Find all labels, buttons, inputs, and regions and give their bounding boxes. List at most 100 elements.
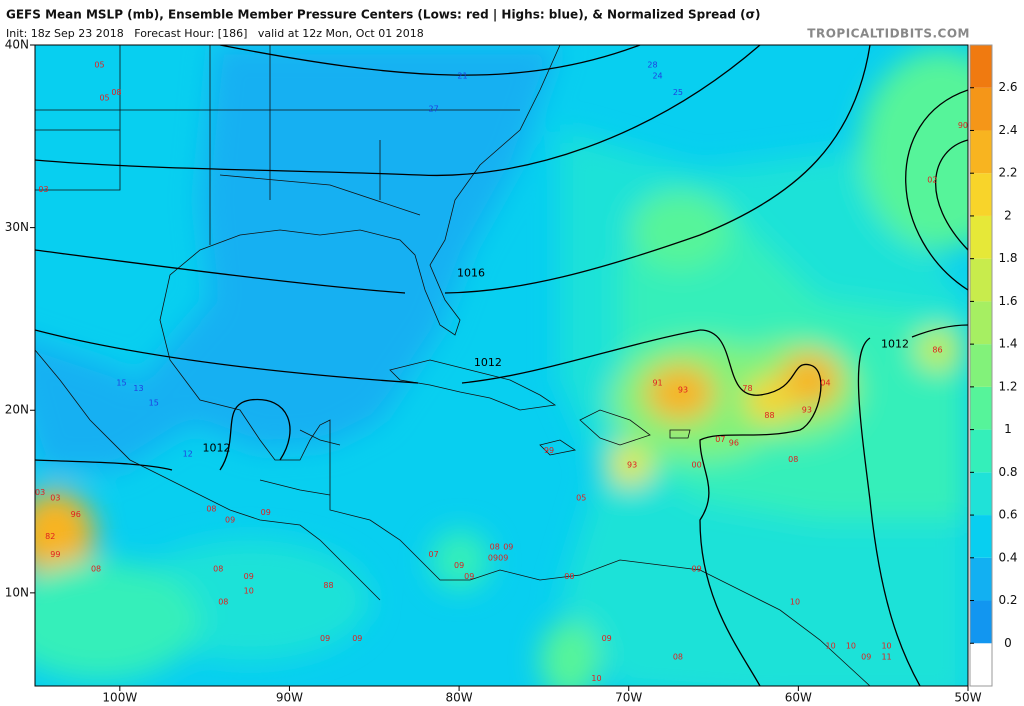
colorbar-band xyxy=(970,472,992,516)
low-center: 08 xyxy=(206,504,216,513)
site-name: TROPICALTIDBITS.COM xyxy=(807,27,970,41)
colorbar-band xyxy=(970,344,992,387)
isobar-label: 1012 xyxy=(881,337,909,350)
y-tick-label: 30N xyxy=(5,220,29,234)
low-center: 03 xyxy=(50,493,60,502)
title: GEFS Mean MSLP (mb), Ensemble Member Pre… xyxy=(6,8,760,22)
low-center: 10 xyxy=(244,587,254,596)
colorbar-band xyxy=(970,301,992,345)
colorbar-label: 0 xyxy=(1004,636,1012,650)
low-center: 05 xyxy=(576,493,586,502)
colorbar-label: 2 xyxy=(1004,208,1012,222)
y-tick-label: 40N xyxy=(5,38,29,52)
low-center: 09 xyxy=(454,561,464,570)
isobar-label: 1016 xyxy=(457,266,485,279)
x-tick-label: 60W xyxy=(785,691,812,705)
high-center: 12 xyxy=(183,450,193,459)
colorbar-frame xyxy=(969,44,993,687)
low-center: 09 xyxy=(352,634,362,643)
low-center: 78 xyxy=(742,384,752,393)
low-center: 09 xyxy=(691,565,701,574)
low-center: 09 xyxy=(320,634,330,643)
colorbar-label: 1.2 xyxy=(998,379,1017,393)
colorbar-band xyxy=(970,258,992,302)
low-center: 93 xyxy=(627,461,637,470)
isobar-label: 1012 xyxy=(203,442,231,455)
low-center: 10 xyxy=(826,641,836,650)
low-center: 08 xyxy=(218,597,228,606)
colorbar-label: 2.4 xyxy=(998,123,1017,137)
subtitle: Init: 18z Sep 23 2018 Forecast Hour: [18… xyxy=(6,27,424,40)
low-center: 03 xyxy=(35,488,45,497)
low-center: 05 xyxy=(99,93,109,102)
low-center: 08 xyxy=(788,455,798,464)
low-center: 0909 xyxy=(488,554,508,563)
high-center: 24 xyxy=(652,72,662,81)
x-tick-label: 90W xyxy=(276,691,303,705)
low-center: 09 xyxy=(244,572,254,581)
colorbar-band xyxy=(970,386,992,430)
low-center: 05 xyxy=(94,61,104,70)
x-tick-label: 50W xyxy=(954,691,981,705)
low-center: 09 xyxy=(464,572,474,581)
low-center: 10 xyxy=(790,597,800,606)
low-center: 93 xyxy=(678,386,688,395)
low-center: 96 xyxy=(729,439,739,448)
y-tick-label: 20N xyxy=(5,403,29,417)
map-frame xyxy=(34,44,969,687)
low-center: 10 xyxy=(881,641,891,650)
isobar-label: 1012 xyxy=(474,356,502,369)
low-center: 88 xyxy=(764,411,774,420)
low-center: 09 xyxy=(503,543,513,552)
low-center: 08 xyxy=(673,652,683,661)
low-center: 07 xyxy=(429,550,439,559)
x-tick-label: 80W xyxy=(446,691,473,705)
low-center: 08 xyxy=(91,565,101,574)
low-center: 96 xyxy=(71,510,81,519)
low-center: 90 xyxy=(958,121,968,130)
low-center: 11 xyxy=(881,652,891,661)
low-center: 86 xyxy=(932,345,942,354)
low-center: 82 xyxy=(45,532,55,541)
colorbar-label: 1.8 xyxy=(998,251,1017,265)
low-center: 91 xyxy=(652,378,662,387)
low-center: 03 xyxy=(38,185,48,194)
colorbar-label: 1.6 xyxy=(998,294,1017,308)
colorbar-band xyxy=(970,643,992,686)
colorbar-label: 2.2 xyxy=(998,166,1017,180)
colorbar-band xyxy=(970,557,992,601)
colorbar-band xyxy=(970,515,992,558)
high-center: 27 xyxy=(429,104,439,113)
high-center: 13 xyxy=(133,384,143,393)
low-center: 99 xyxy=(544,446,554,455)
colorbar-band xyxy=(970,45,992,88)
low-center: 10 xyxy=(591,674,601,683)
colorbar-band xyxy=(970,87,992,131)
x-tick-label: 100W xyxy=(102,691,137,705)
low-center: 07 xyxy=(715,435,725,444)
colorbar-band xyxy=(970,429,992,473)
colorbar-label: 0.8 xyxy=(998,465,1017,479)
x-tick-label: 70W xyxy=(615,691,642,705)
coastlines xyxy=(35,45,871,686)
low-center: 08 xyxy=(490,543,500,552)
low-center: 04 xyxy=(820,378,830,387)
y-tick-label: 10N xyxy=(5,585,29,599)
low-center: 88 xyxy=(323,581,333,590)
low-center: 93 xyxy=(802,406,812,415)
high-center: 25 xyxy=(673,88,683,97)
colorbar-band xyxy=(970,130,992,174)
colorbar-label: 1 xyxy=(1004,422,1012,436)
high-center: 15 xyxy=(116,378,126,387)
colorbar-label: 0.2 xyxy=(998,593,1017,607)
low-center: 99 xyxy=(50,550,60,559)
low-center: 00 xyxy=(691,461,701,470)
colorbar-label: 2.6 xyxy=(998,80,1017,94)
low-center: 09 xyxy=(602,634,612,643)
high-center: 21 xyxy=(457,72,467,81)
high-center: 28 xyxy=(647,61,657,70)
low-center: 08 xyxy=(213,565,223,574)
low-center: 08 xyxy=(111,88,121,97)
